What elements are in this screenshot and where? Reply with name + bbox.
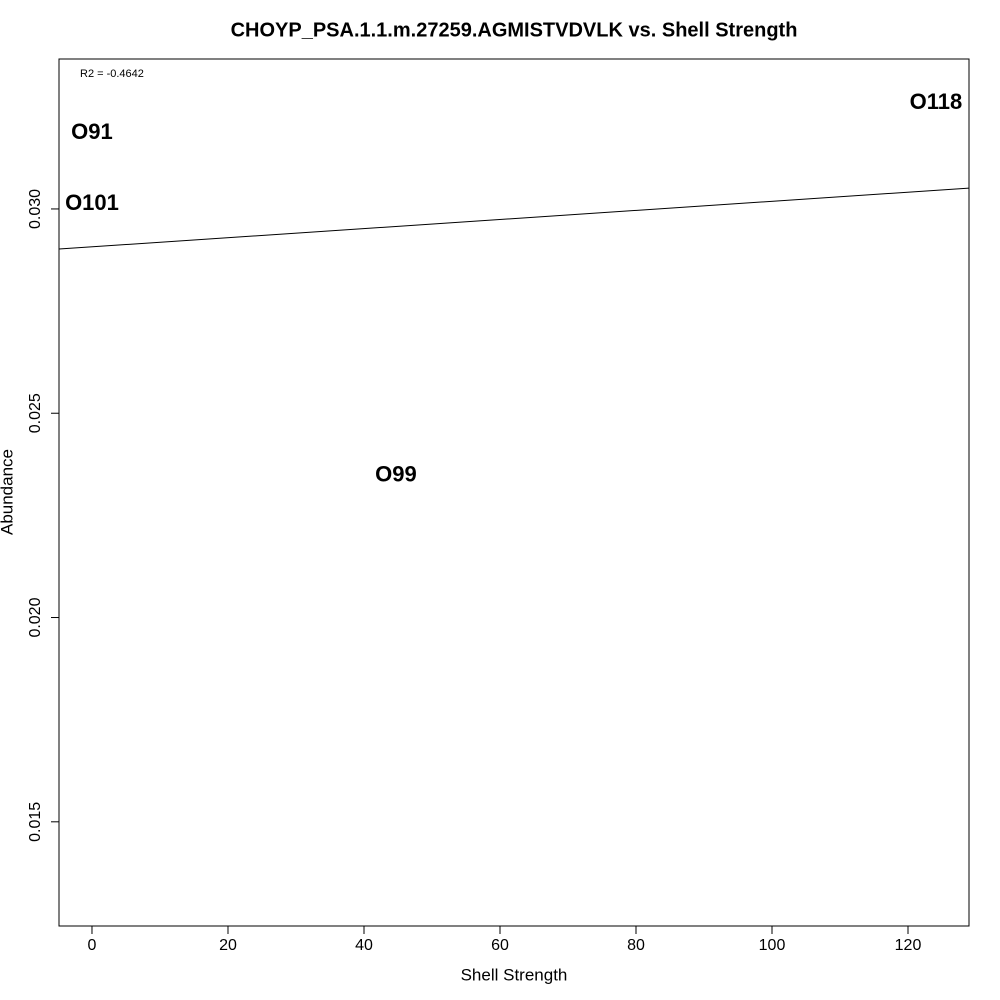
- y-axis-label: Abundance: [0, 449, 16, 535]
- x-tick-label: 80: [627, 937, 645, 954]
- point-label: O118: [910, 89, 963, 114]
- x-tick-label: 100: [759, 937, 786, 954]
- point-label: O99: [375, 462, 417, 487]
- x-tick-label: 60: [491, 937, 509, 954]
- y-tick-label: 0.020: [27, 597, 44, 637]
- chart-title: CHOYP_PSA.1.1.m.27259.AGMISTVDVLK vs. Sh…: [231, 19, 798, 41]
- y-tick-label: 0.015: [27, 802, 44, 842]
- x-tick-label: 0: [88, 937, 97, 954]
- x-axis-label: Shell Strength: [461, 965, 568, 984]
- r2-annotation: R2 = -0.4642: [80, 68, 144, 80]
- x-tick-label: 40: [355, 937, 373, 954]
- point-label: O91: [71, 119, 113, 144]
- regression-line: [58, 187, 970, 250]
- y-tick-label: 0.030: [27, 189, 44, 229]
- point-label: O101: [65, 190, 119, 215]
- plot-frame: [58, 58, 970, 927]
- y-tick-label: 0.025: [27, 393, 44, 433]
- x-tick-label: 120: [895, 937, 922, 954]
- x-tick-label: 20: [219, 937, 237, 954]
